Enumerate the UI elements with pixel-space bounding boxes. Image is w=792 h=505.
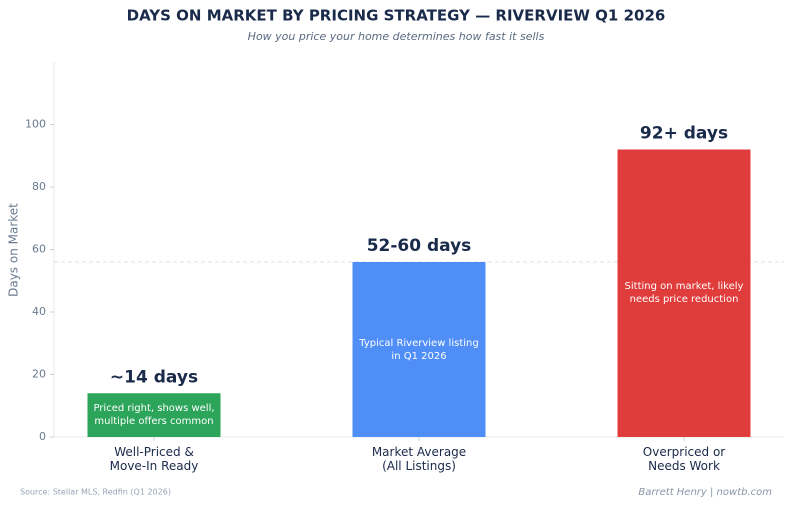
y-tick-label: 60 — [32, 243, 46, 256]
value-label: ~14 days — [110, 367, 198, 387]
chart-title: DAYS ON MARKET BY PRICING STRATEGY — RIV… — [127, 7, 666, 25]
x-tick-label: Market Average (All Listings) — [371, 445, 467, 473]
y-tick-label: 0 — [39, 430, 46, 443]
value-label: 92+ days — [640, 124, 728, 144]
bar-annotation: Priced right, shows well, multiple offer… — [93, 403, 215, 428]
bar — [87, 393, 221, 437]
value-label: 52-60 days — [367, 236, 472, 256]
bar — [352, 262, 486, 437]
y-tick-label: 40 — [32, 305, 46, 318]
y-tick-label: 80 — [32, 180, 46, 193]
bar — [617, 149, 751, 437]
y-tick-label: 100 — [25, 118, 46, 131]
x-tick-label: Overpriced or Needs Work — [642, 445, 726, 473]
y-axis-label: Days on Market — [7, 203, 21, 297]
y-tick-label: 20 — [32, 368, 46, 381]
bar-annotation: Sitting on market, likely needs price re… — [624, 281, 744, 306]
bar-annotation: Typical Riverview listing in Q1 2026 — [359, 337, 479, 362]
source: Source: Stellar MLS, Redfin (Q1 2026) — [20, 488, 171, 497]
x-tick-label: Well-Priced & Move-In Ready — [109, 445, 199, 473]
credit: Barrett Henry | nowtb.com — [638, 487, 772, 498]
chart-subtitle: How you price your home determines how f… — [248, 30, 545, 43]
